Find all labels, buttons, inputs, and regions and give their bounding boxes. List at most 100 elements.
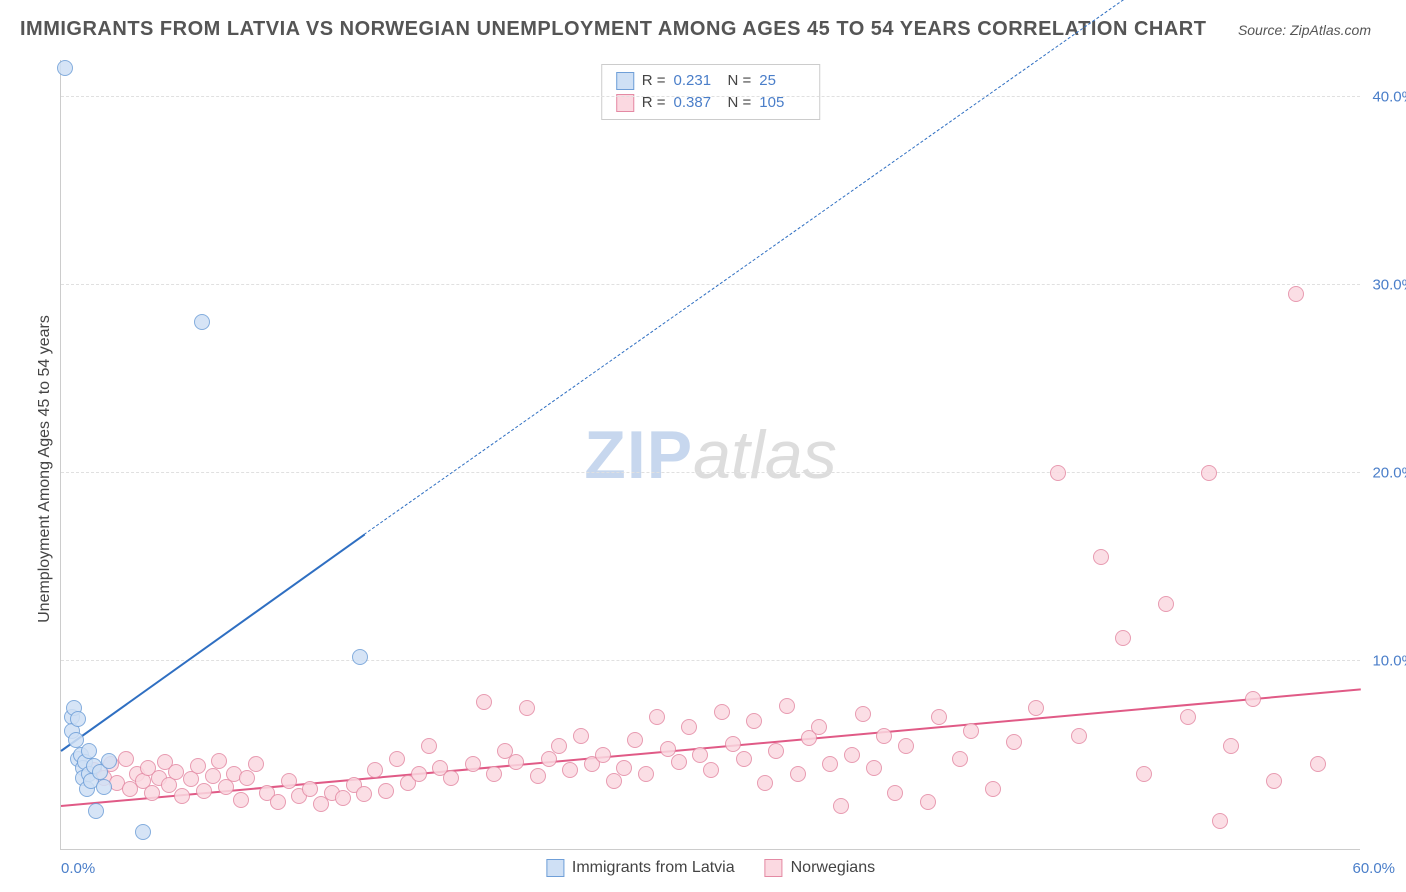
data-point xyxy=(1310,756,1326,772)
data-point xyxy=(898,738,914,754)
correlation-legend: R = 0.231 N = 25 R = 0.387 N = 105 xyxy=(601,64,821,120)
data-point xyxy=(1245,691,1261,707)
data-point xyxy=(135,824,151,840)
data-point xyxy=(681,719,697,735)
legend-swatch-norwegians xyxy=(616,94,634,112)
y-axis-label: Unemployment Among Ages 45 to 54 years xyxy=(36,294,54,644)
data-point xyxy=(1115,630,1131,646)
data-point xyxy=(855,706,871,722)
data-point xyxy=(356,786,372,802)
data-point xyxy=(1050,465,1066,481)
legend-item-norwegians: Norwegians xyxy=(765,859,875,877)
data-point xyxy=(833,798,849,814)
data-point xyxy=(573,728,589,744)
data-point xyxy=(779,698,795,714)
chart-container: IMMIGRANTS FROM LATVIA VS NORWEGIAN UNEM… xyxy=(0,0,1406,892)
data-point xyxy=(1028,700,1044,716)
series-legend: Immigrants from Latvia Norwegians xyxy=(546,859,875,877)
data-point xyxy=(96,779,112,795)
data-point xyxy=(1071,728,1087,744)
y-tick-label: 30.0% xyxy=(1372,276,1406,293)
data-point xyxy=(302,781,318,797)
data-point xyxy=(963,723,979,739)
data-point xyxy=(144,785,160,801)
data-point xyxy=(1093,549,1109,565)
data-point xyxy=(81,743,97,759)
y-tick-label: 10.0% xyxy=(1372,652,1406,669)
data-point xyxy=(421,738,437,754)
data-point xyxy=(211,753,227,769)
legend-r-label: R = xyxy=(642,70,666,92)
y-tick-label: 40.0% xyxy=(1372,88,1406,105)
data-point xyxy=(757,775,773,791)
data-point xyxy=(248,756,264,772)
legend-row-latvia: R = 0.231 N = 25 xyxy=(616,70,806,92)
data-point xyxy=(508,754,524,770)
grid-line xyxy=(61,472,1360,473)
chart-title: IMMIGRANTS FROM LATVIA VS NORWEGIAN UNEM… xyxy=(20,18,1206,41)
data-point xyxy=(1136,766,1152,782)
data-point xyxy=(411,766,427,782)
source-label: Source: xyxy=(1238,22,1286,38)
data-point xyxy=(649,709,665,725)
data-point xyxy=(168,764,184,780)
legend-n-value-latvia: 25 xyxy=(759,70,805,92)
data-point xyxy=(118,751,134,767)
data-point xyxy=(627,732,643,748)
watermark-atlas: atlas xyxy=(693,417,837,493)
trend-line xyxy=(61,688,1361,807)
data-point xyxy=(671,754,687,770)
data-point xyxy=(519,700,535,716)
data-point xyxy=(1288,286,1304,302)
data-point xyxy=(768,743,784,759)
data-point xyxy=(844,747,860,763)
data-point xyxy=(1158,596,1174,612)
grid-line xyxy=(61,96,1360,97)
watermark-zip: ZIP xyxy=(584,417,693,493)
data-point xyxy=(714,704,730,720)
data-point xyxy=(931,709,947,725)
grid-line xyxy=(61,284,1360,285)
data-point xyxy=(638,766,654,782)
data-point xyxy=(196,783,212,799)
data-point xyxy=(352,649,368,665)
data-point xyxy=(746,713,762,729)
legend-swatch-latvia xyxy=(546,859,564,877)
data-point xyxy=(551,738,567,754)
trend-line xyxy=(60,534,364,752)
data-point xyxy=(389,751,405,767)
legend-swatch-latvia xyxy=(616,72,634,90)
data-point xyxy=(595,747,611,763)
data-point xyxy=(1212,813,1228,829)
data-point xyxy=(476,694,492,710)
data-point xyxy=(725,736,741,752)
data-point xyxy=(57,60,73,76)
legend-label-norwegians: Norwegians xyxy=(791,859,875,877)
x-tick-label: 60.0% xyxy=(1352,860,1395,877)
data-point xyxy=(530,768,546,784)
data-point xyxy=(190,758,206,774)
data-point xyxy=(876,728,892,744)
data-point xyxy=(174,788,190,804)
data-point xyxy=(378,783,394,799)
data-point xyxy=(562,762,578,778)
data-point xyxy=(443,770,459,786)
data-point xyxy=(70,711,86,727)
data-point xyxy=(486,766,502,782)
plot-area: ZIPatlas R = 0.231 N = 25 R = 0.387 N = … xyxy=(60,60,1360,850)
source-value: ZipAtlas.com xyxy=(1290,22,1371,38)
source-attribution: Source: ZipAtlas.com xyxy=(1238,22,1371,38)
data-point xyxy=(465,756,481,772)
legend-n-label: N = xyxy=(728,70,752,92)
data-point xyxy=(101,753,117,769)
legend-r-value-latvia: 0.231 xyxy=(674,70,720,92)
data-point xyxy=(335,790,351,806)
data-point xyxy=(233,792,249,808)
legend-item-latvia: Immigrants from Latvia xyxy=(546,859,735,877)
data-point xyxy=(1223,738,1239,754)
data-point xyxy=(866,760,882,776)
data-point xyxy=(1266,773,1282,789)
data-point xyxy=(541,751,557,767)
watermark: ZIPatlas xyxy=(584,416,836,494)
data-point xyxy=(1180,709,1196,725)
